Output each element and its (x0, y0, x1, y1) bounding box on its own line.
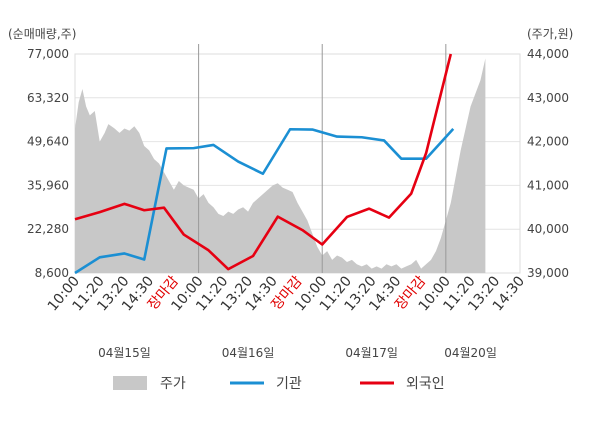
legend-swatch-price (113, 376, 147, 390)
left-axis-ticks: 8,600 22,280 35,960 49,640 63,320 77,000 (27, 47, 69, 280)
right-tick-label: 39,000 (527, 266, 569, 280)
date-labels: 04월15일 04월16일 04월17일 04월20일 (98, 346, 497, 360)
left-tick-label: 63,320 (27, 91, 69, 105)
left-tick-label: 77,000 (27, 47, 69, 61)
legend-label-institution: 기관 (276, 376, 302, 392)
right-tick-label: 40,000 (527, 222, 569, 236)
series-line-foreign (74, 53, 453, 271)
right-tick-label: 44,000 (527, 47, 569, 61)
date-label: 04월20일 (444, 346, 497, 360)
left-axis-unit: (순매매량,주) (8, 27, 76, 41)
legend-label-foreign: 외국인 (406, 376, 445, 392)
left-tick-label: 35,960 (27, 178, 69, 192)
series-lines (74, 53, 455, 275)
price-area-path (75, 58, 486, 273)
legend-label-price: 주가 (160, 376, 186, 392)
date-label: 04월16일 (222, 346, 275, 360)
legend: 주가 기관 외국인 (113, 376, 445, 392)
left-tick-label: 22,280 (27, 222, 69, 236)
date-label: 04월15일 (98, 346, 151, 360)
right-axis-ticks: 39,000 40,000 41,000 42,000 43,000 44,000 (527, 47, 569, 280)
right-axis-unit: (주가,원) (527, 27, 573, 41)
right-tick-label: 42,000 (527, 135, 569, 149)
left-tick-label: 8,600 (35, 266, 69, 280)
date-label: 04월17일 (345, 346, 398, 360)
left-tick-label: 49,640 (27, 135, 69, 149)
x-axis-ticks: 10:0011:2013:2014:30장마감10:0011:2013:2014… (45, 273, 528, 314)
series-line-institution (74, 127, 455, 275)
price-area (75, 58, 486, 273)
day-separators (198, 44, 447, 273)
right-tick-label: 41,000 (527, 178, 569, 192)
right-tick-label: 43,000 (527, 91, 569, 105)
